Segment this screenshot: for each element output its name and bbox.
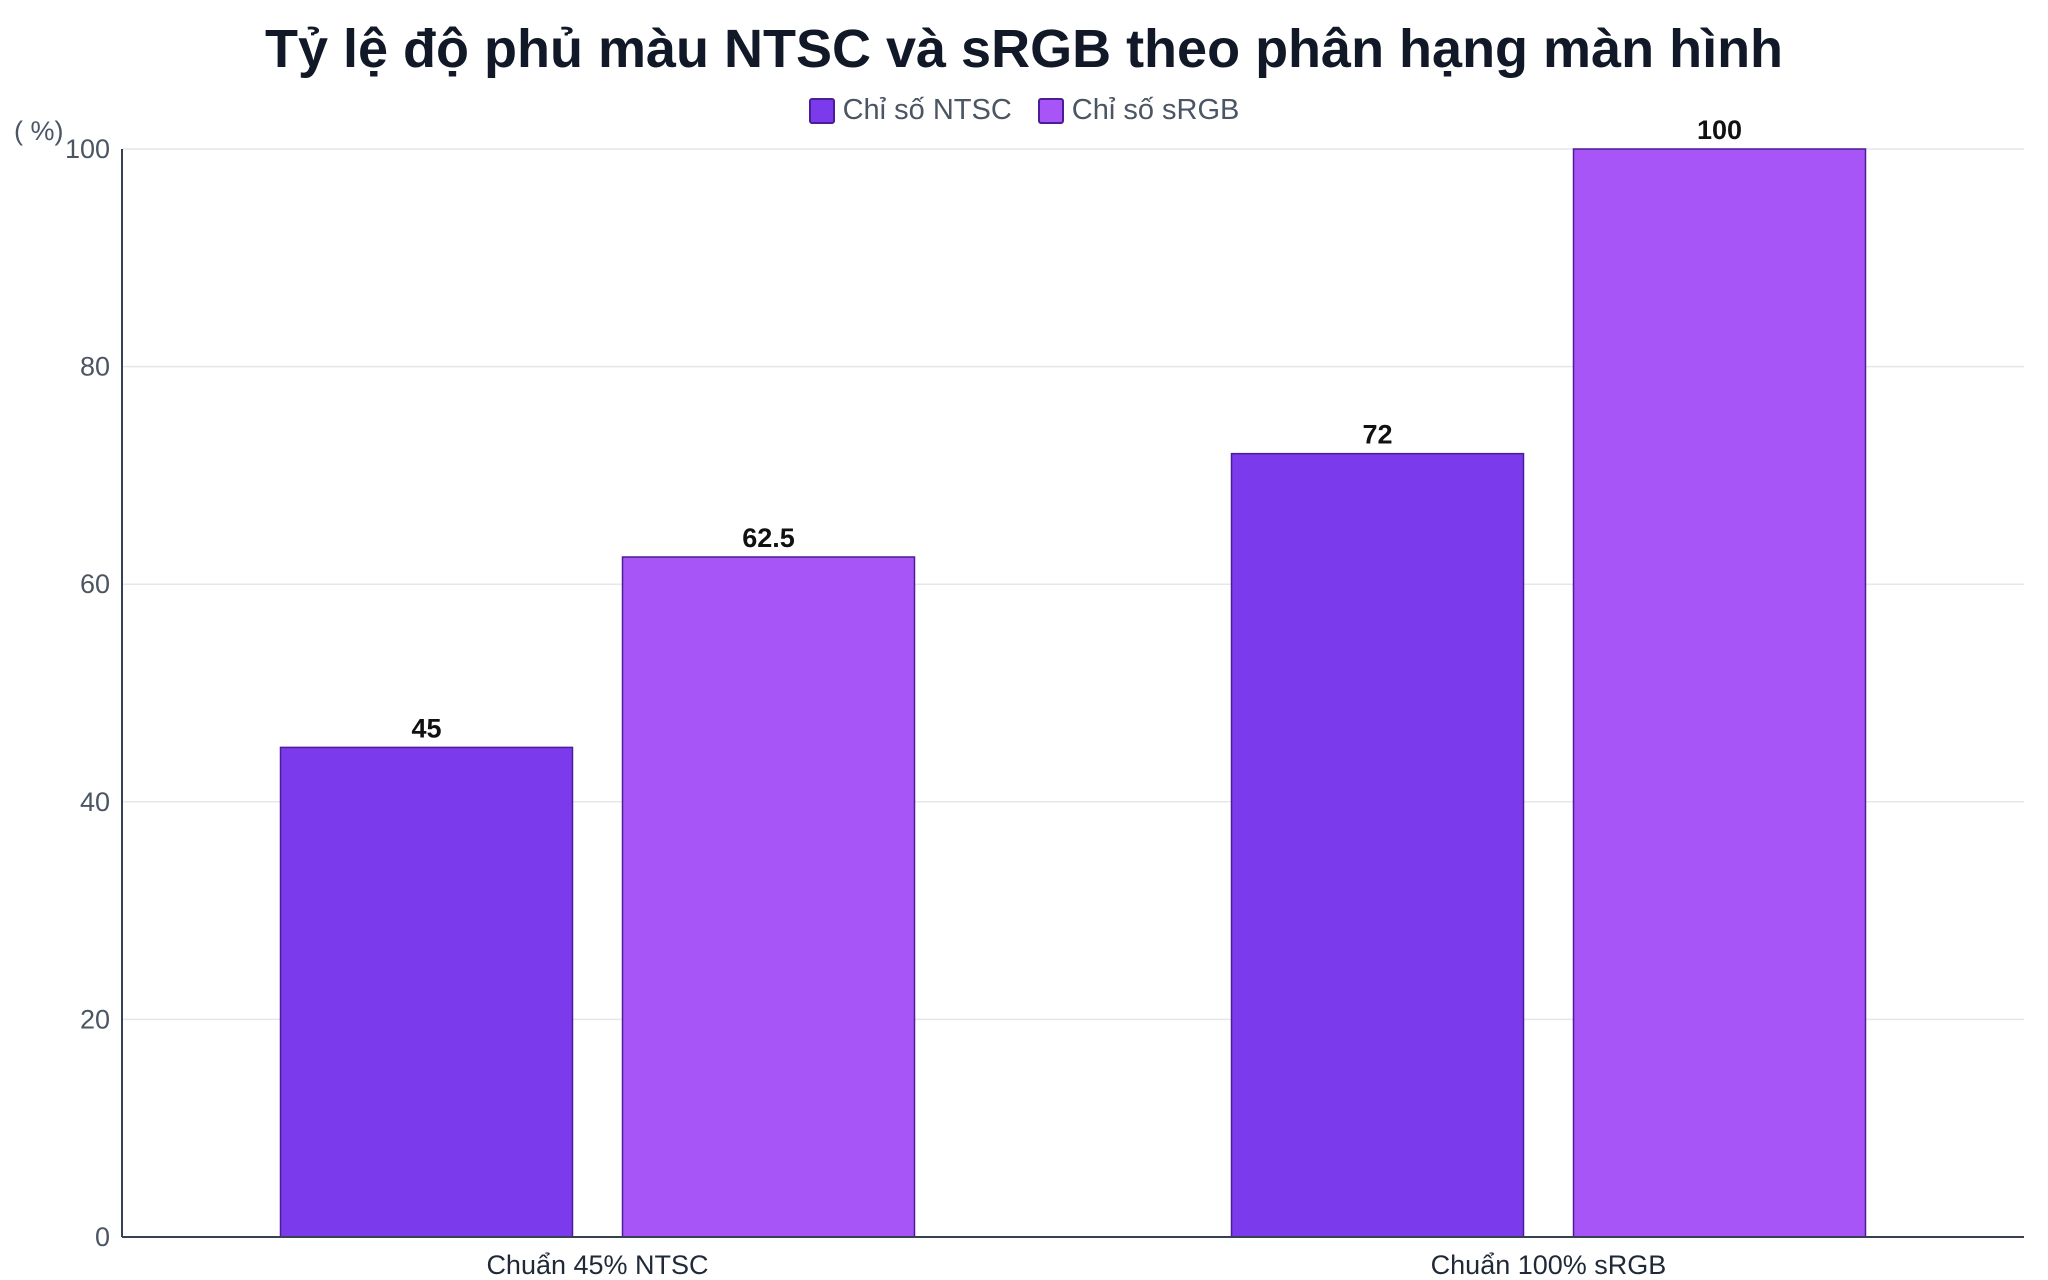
y-tick-label-20: 20 — [80, 1004, 110, 1034]
y-tick-label-0: 0 — [95, 1222, 110, 1252]
legend-item-srgb[interactable]: Chỉ số sRGB — [1037, 94, 1240, 127]
legend-label-ntsc: Chỉ số NTSC — [842, 94, 1012, 126]
legend-item-ntsc[interactable]: Chỉ số NTSC — [808, 94, 1012, 127]
y-tick-label-80: 80 — [80, 352, 110, 382]
y-tick-label-100: 100 — [65, 134, 110, 164]
axes: 0 20 40 60 80 100 Chuẩn 45% NTSC Chuẩn 100% sRG… — [65, 134, 2024, 1280]
chart-title: Tỷ lệ độ phủ màu NTSC và sRGB theo phân … — [264, 19, 1784, 79]
value-label-srgb-1: 100 — [1697, 115, 1742, 145]
bar-ntsc-0 — [279, 746, 574, 1238]
x-category-label-0: Chuẩn 45% NTSC — [486, 1250, 708, 1280]
x-category-label-1: Chuẩn 100% sRGB — [1431, 1250, 1667, 1280]
legend-label-srgb: Chỉ số sRGB — [1071, 94, 1240, 126]
y-tick-label-60: 60 — [80, 569, 110, 599]
legend-swatch-srgb — [1037, 97, 1064, 124]
value-label-srgb-0: 62.5 — [742, 523, 795, 553]
bar-ntsc-1 — [1230, 452, 1525, 1238]
bars: 45 62.5 72 100 — [279, 115, 1867, 1238]
legend-swatch-ntsc — [808, 97, 835, 124]
chart-legend: Chỉ số NTSC Chỉ số sRGB — [0, 94, 2048, 127]
value-label-ntsc-0: 45 — [411, 713, 441, 743]
y-tick-label-40: 40 — [80, 787, 110, 817]
bar-srgb-0 — [621, 556, 916, 1238]
value-label-ntsc-1: 72 — [1362, 420, 1392, 450]
bar-srgb-1 — [1572, 148, 1867, 1238]
y-axis-unit-label: ( %) — [14, 116, 64, 146]
